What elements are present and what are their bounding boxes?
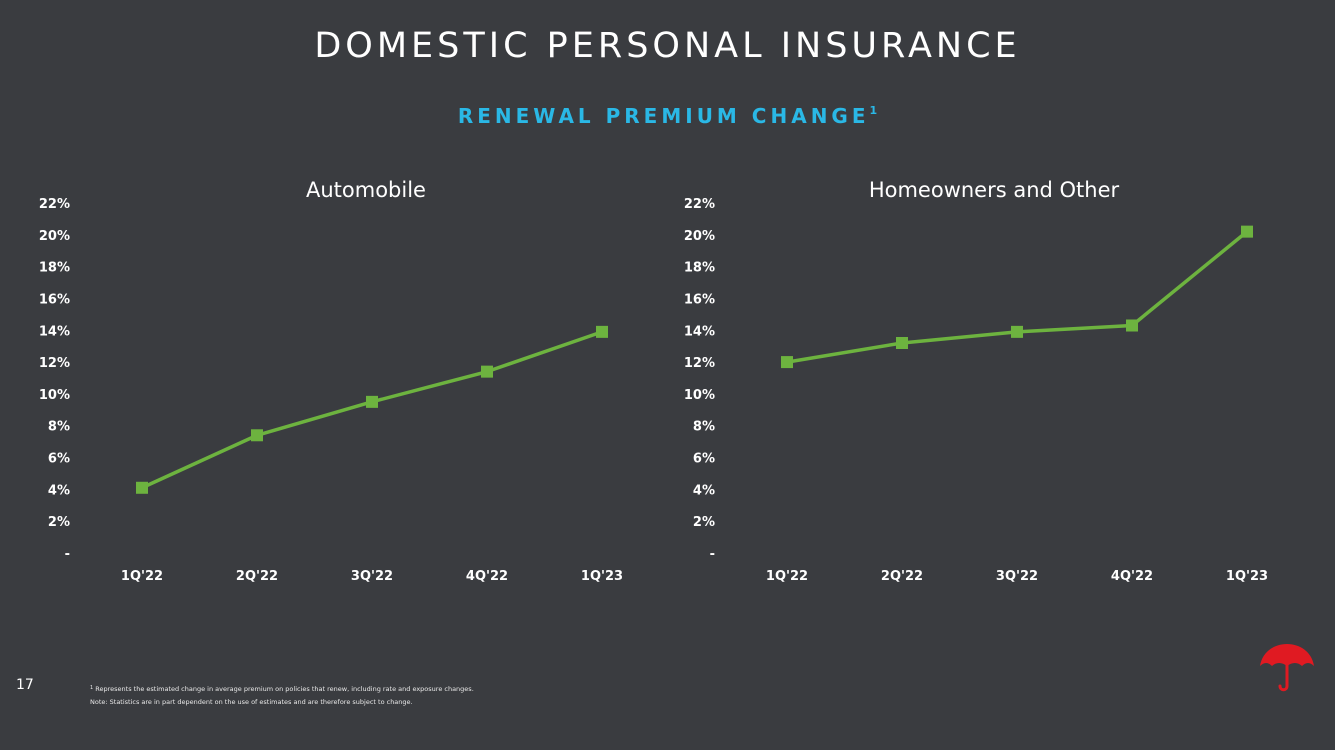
homeowners-data-point: [896, 337, 908, 349]
homeowners-y-tick-label: 16%: [684, 292, 715, 307]
homeowners-y-tick-label: 8%: [693, 420, 715, 435]
automobile-data-point: [481, 365, 493, 378]
automobile-y-tick-label: 6%: [48, 452, 70, 467]
homeowners-y-tick-label: 12%: [684, 356, 715, 371]
automobile-x-tick-label: 4Q'22: [466, 569, 508, 584]
umbrella-icon: [1260, 644, 1314, 692]
subtitle-text: RENEWAL PREMIUM CHANGE: [457, 104, 870, 128]
automobile-y-tick-label: 22%: [39, 197, 70, 212]
homeowners-y-tick-label: 14%: [684, 324, 715, 339]
automobile-data-point: [366, 395, 378, 408]
automobile-x-tick-label: 2Q'22: [236, 569, 278, 584]
automobile-y-tick-label: 18%: [39, 261, 70, 276]
slide-subtitle: RENEWAL PREMIUM CHANGE1: [0, 104, 1335, 128]
automobile-data-point: [251, 429, 263, 442]
homeowners-x-tick-label: 4Q'22: [1111, 569, 1153, 584]
automobile-y-tick-label: -: [65, 547, 70, 562]
automobile-x-tick-label: 1Q'22: [121, 569, 163, 584]
automobile-chart-title: Automobile: [306, 178, 426, 202]
homeowners-chart-title: Homeowners and Other: [869, 178, 1120, 202]
slide-title: DOMESTIC PERSONAL INSURANCE: [314, 26, 1021, 66]
subtitle-footnote-ref: 1: [869, 104, 878, 117]
footnote-note: Note: Statistics are in part dependent o…: [90, 698, 413, 706]
homeowners-y-tick-label: 20%: [684, 229, 715, 244]
automobile-y-tick-label: 14%: [39, 324, 70, 339]
homeowners-y-tick-label: 2%: [693, 515, 715, 530]
footnote-1-marker: 1: [90, 685, 94, 691]
automobile-y-tick-label: 2%: [48, 515, 70, 530]
homeowners-y-tick-label: 4%: [693, 483, 715, 498]
homeowners-series-line: [786, 230, 1249, 364]
automobile-y-tick-label: 20%: [39, 229, 70, 244]
footnote-1-text: Represents the estimated change in avera…: [95, 685, 474, 693]
automobile-series-line: [141, 330, 603, 490]
homeowners-data-point: [1241, 225, 1253, 238]
automobile-y-tick-label: 12%: [39, 356, 70, 371]
homeowners-y-tick-label: -: [710, 547, 715, 562]
homeowners-x-tick-label: 1Q'23: [1226, 569, 1268, 584]
automobile-x-tick-label: 3Q'22: [351, 569, 393, 584]
automobile-y-tick-label: 4%: [48, 483, 70, 498]
automobile-data-point: [596, 325, 608, 338]
homeowners-x-tick-label: 3Q'22: [996, 569, 1038, 584]
homeowners-x-tick-label: 1Q'22: [766, 569, 808, 584]
automobile-data-point: [136, 481, 148, 494]
footnotes: 1 Represents the estimated change in ave…: [90, 682, 474, 709]
automobile-x-tick-label: 1Q'23: [581, 569, 623, 584]
homeowners-data-point: [1011, 325, 1023, 338]
homeowners-data-point: [1126, 319, 1138, 332]
automobile-y-tick-label: 8%: [48, 420, 70, 435]
automobile-y-tick-label: 16%: [39, 292, 70, 307]
homeowners-y-tick-label: 6%: [693, 452, 715, 467]
homeowners-y-tick-label: 18%: [684, 261, 715, 276]
homeowners-x-tick-label: 2Q'22: [881, 569, 923, 584]
automobile-y-tick-label: 10%: [39, 388, 70, 403]
homeowners-y-tick-label: 22%: [684, 197, 715, 212]
homeowners-data-point: [781, 356, 793, 369]
footnote-1: 1 Represents the estimated change in ave…: [90, 682, 474, 696]
homeowners-y-tick-label: 10%: [684, 388, 715, 403]
page-number: 17: [16, 677, 34, 693]
